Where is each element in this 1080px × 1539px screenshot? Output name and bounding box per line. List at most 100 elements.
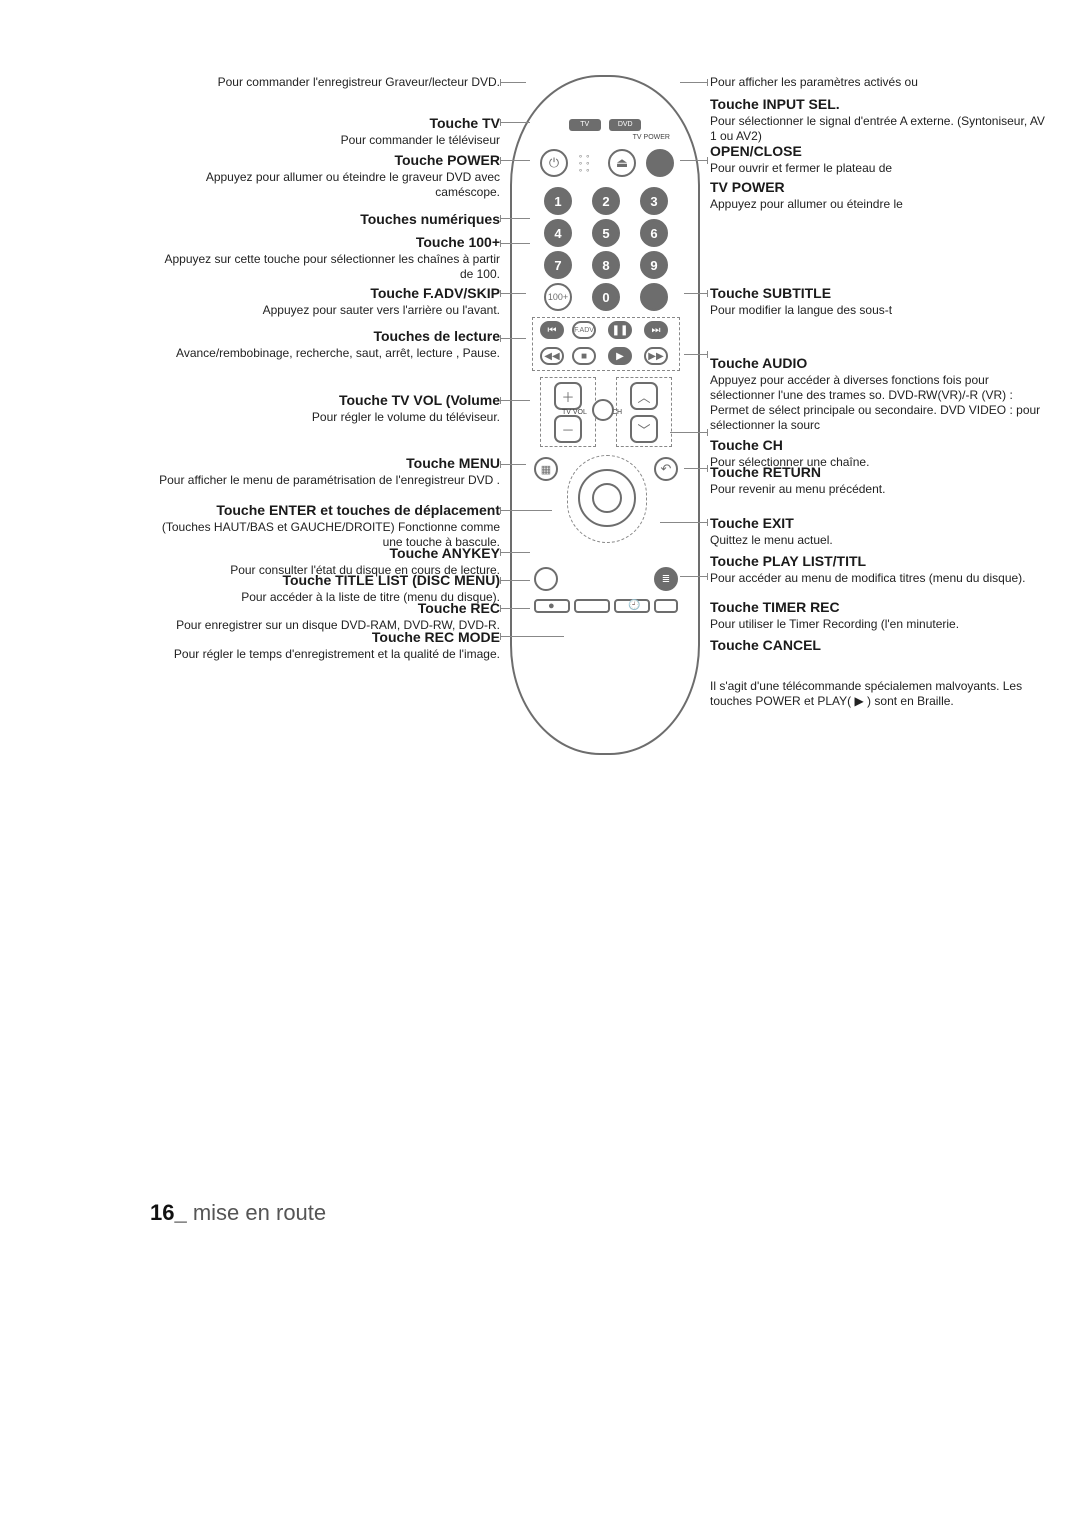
lead-line <box>500 552 530 553</box>
callout-rec: Touche RECPour enregistrer sur un disque… <box>150 600 500 633</box>
desc: Appuyez pour allumer ou éteindre le grav… <box>150 170 500 200</box>
num-6: 6 <box>640 219 668 247</box>
title: Touche POWER <box>150 152 500 170</box>
eject-icon: ⏏ <box>616 155 628 171</box>
recmode-bar <box>574 599 610 613</box>
callout-return: Touche RETURNPour revenir au menu précéd… <box>710 464 1050 497</box>
callout-menu: Touche MENUPour afficher le menu de para… <box>150 455 500 488</box>
lead-line <box>680 82 708 83</box>
num-9: 9 <box>640 251 668 279</box>
title: Touche EXIT <box>710 515 1050 533</box>
callout-dvd: Pour commander l'enregistreur Graveur/le… <box>150 75 500 90</box>
callout-timerrec: Touche TIMER RECPour utiliser le Timer R… <box>710 599 1050 632</box>
lead-line <box>684 293 708 294</box>
desc: Pour accéder au menu de modifica titres … <box>710 571 1050 586</box>
title: Touche CH <box>710 437 1050 455</box>
lead-line <box>500 510 552 511</box>
desc: Pour régler le temps d'enregistrement et… <box>150 647 500 662</box>
dvd-pill: DVD <box>609 119 641 131</box>
desc: Pour ouvrir et fermer le plateau de <box>710 161 1050 176</box>
lead-line <box>500 293 526 294</box>
num-8: 8 <box>592 251 620 279</box>
return-button: ↶ <box>654 457 678 481</box>
tv-dvd-switch: TV DVD <box>512 113 698 131</box>
lead-line <box>684 354 708 355</box>
subtitle-button <box>640 283 668 311</box>
hundred-button: 100+ <box>544 283 572 311</box>
lead-tick <box>500 79 501 86</box>
ch-up: ︿ <box>630 382 658 410</box>
callout-numbers: Touches numériques <box>150 211 500 229</box>
num-5: 5 <box>592 219 620 247</box>
lead-tick <box>500 549 501 556</box>
rec-icon: ● <box>548 600 555 612</box>
skip-fwd-button: ⏭ <box>644 321 668 339</box>
playlist-button: ≣ <box>654 567 678 591</box>
title: Touche RETURN <box>710 464 1050 482</box>
title: Touche REC MODE <box>150 629 500 647</box>
stop-button: ■ <box>572 347 596 365</box>
ch-dn: ﹀ <box>630 415 658 443</box>
lead-line <box>680 576 708 577</box>
lead-tick <box>500 240 501 247</box>
clock-icon: 🕘 <box>628 600 640 611</box>
lead-line <box>500 338 526 339</box>
tv-power-label: TV POWER <box>633 134 670 141</box>
callout-inputsel: Touche INPUT SEL.Pour sélectionner le si… <box>710 96 1050 144</box>
play-button: ▶ <box>608 347 632 365</box>
power-icon: ⏻ <box>549 155 559 171</box>
lead-line <box>684 468 708 469</box>
desc: Il s'agit d'une télécommande spécialemen… <box>710 679 1050 709</box>
callout-openclose: OPEN/CLOSEPour ouvrir et fermer le plate… <box>710 143 1050 176</box>
lead-line <box>500 400 530 401</box>
play-icon: ▶ <box>616 351 624 362</box>
desc: Appuyez pour accéder à diverses fonction… <box>710 373 1050 433</box>
enter-button <box>592 483 622 513</box>
lead-tick <box>500 335 501 342</box>
rec-bar: ● <box>534 599 570 613</box>
callout-audio: Touche AUDIOAppuyez pour accéder à diver… <box>710 355 1050 433</box>
lead-tick <box>707 573 708 580</box>
desc: Pour régler le volume du téléviseur. <box>150 410 500 425</box>
skip-fwd-icon: ⏭ <box>652 325 661 336</box>
dots-icon: ∘ ∘∘ ∘∘ ∘ <box>578 153 590 174</box>
title: Touche F.ADV/SKIP <box>150 285 500 303</box>
lead-line <box>500 160 530 161</box>
tv-power-button <box>646 149 674 177</box>
title: Touche 100+ <box>150 234 500 252</box>
title: Touches numériques <box>150 211 500 229</box>
plus-icon: ＋ <box>561 387 574 406</box>
callout-exit: Touche EXITQuittez le menu actuel. <box>710 515 1050 548</box>
page-number: 16_ <box>150 1200 187 1225</box>
fadv-button: F.ADV <box>572 321 596 339</box>
lead-tick <box>707 429 708 436</box>
timerrec-bar: 🕘 <box>614 599 650 613</box>
callout-100plus: Touche 100+Appuyez sur cette touche pour… <box>150 234 500 282</box>
lead-tick <box>500 157 501 164</box>
menu-button: ▦ <box>534 457 558 481</box>
lead-tick <box>707 519 708 526</box>
title: Touche TV VOL (Volume <box>150 392 500 410</box>
eject-button: ⏏ <box>608 149 636 177</box>
lead-tick <box>500 215 501 222</box>
lead-tick <box>500 461 501 468</box>
center-small-button <box>592 399 614 421</box>
desc: Pour sélectionner le signal d'entrée A e… <box>710 114 1050 144</box>
callout-cancel: Touche CANCEL <box>710 637 1050 655</box>
manual-page: Pour commander l'enregistreur Graveur/le… <box>0 0 1080 1539</box>
title: Touche TIMER REC <box>710 599 1050 617</box>
ff-icon: ▶▶ <box>648 351 663 362</box>
vol-dn: － <box>554 415 582 443</box>
vol-up: ＋ <box>554 382 582 410</box>
tv-pill: TV <box>569 119 601 131</box>
section-title: mise en route <box>193 1200 326 1225</box>
title: Touche TV <box>150 115 500 133</box>
desc: Avance/rembobinage, recherche, saut, arr… <box>150 346 500 361</box>
lead-tick <box>500 577 501 584</box>
lead-line <box>500 464 526 465</box>
lead-line <box>500 580 530 581</box>
desc: Pour revenir au menu précédent. <box>710 482 1050 497</box>
lead-tick <box>707 157 708 164</box>
callout-subtitle: Touche SUBTITLEPour modifier la langue d… <box>710 285 1050 318</box>
desc: Appuyez pour allumer ou éteindre le <box>710 197 1050 212</box>
